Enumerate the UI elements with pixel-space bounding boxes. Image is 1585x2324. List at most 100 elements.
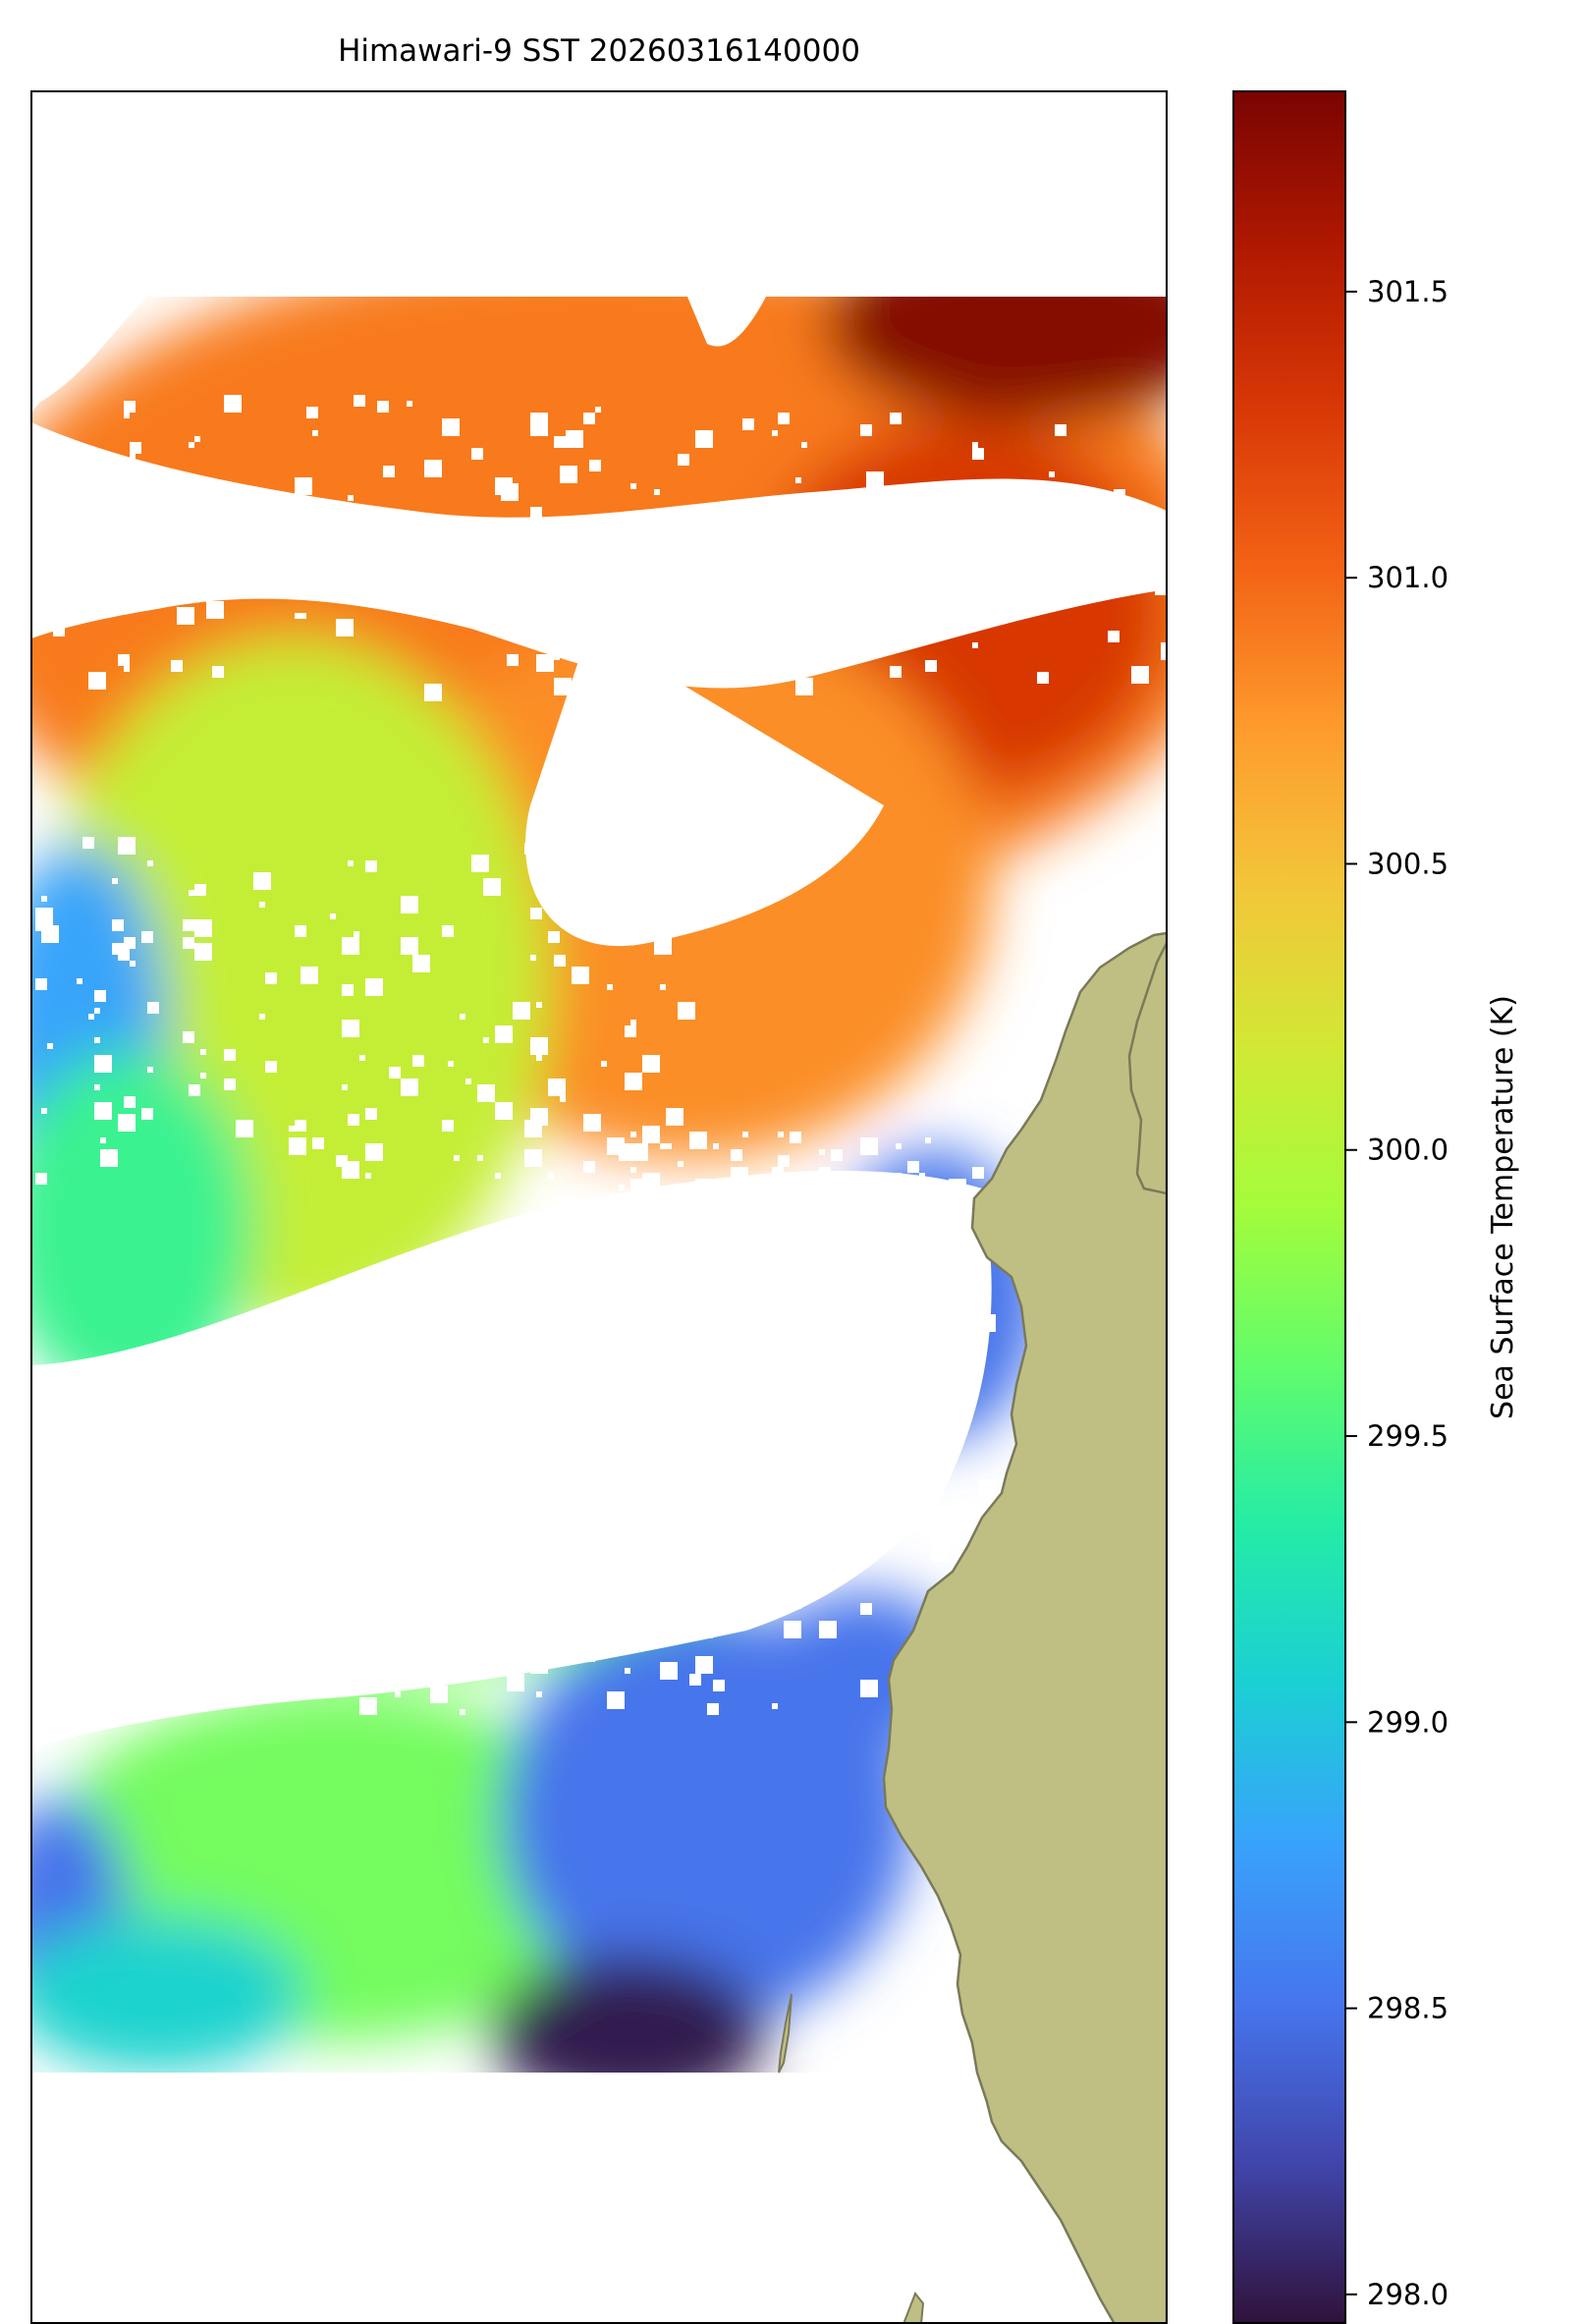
cloud-pixel (913, 1485, 925, 1497)
cloud-pixel (35, 978, 47, 990)
cloud-pixel (607, 1691, 625, 1709)
cloud-pixel (554, 648, 560, 654)
land-mass (882, 931, 1167, 2323)
cloud-pixel (536, 1055, 542, 1061)
cloud-pixel (283, 507, 289, 513)
cloud-pixel (978, 1314, 996, 1332)
cloud-pixel (648, 1273, 660, 1285)
cloud-pixel (171, 525, 189, 542)
sst-map (31, 91, 1167, 2323)
cloud-pixel (1125, 572, 1137, 583)
cloud-pixel (642, 1055, 660, 1073)
cloud-pixel (896, 1143, 902, 1149)
cloud-pixel (513, 1002, 530, 1020)
cloud-pixel (171, 660, 183, 672)
cloud-pixel (595, 660, 613, 678)
cloud-pixel (165, 1515, 171, 1521)
cloud-pixel (324, 572, 336, 583)
cloud-pixel (536, 1691, 542, 1697)
cloud-pixel (442, 418, 460, 436)
cloud-pixel (589, 1479, 601, 1491)
cloud-pixel (860, 1680, 878, 1697)
cloud-pixel (695, 1344, 713, 1361)
cloud-pixel (642, 1350, 648, 1356)
cloud-pixel (530, 1037, 548, 1055)
map-frame (30, 90, 1168, 2324)
cloud-pixel (707, 1491, 713, 1497)
cloud-pixel (878, 583, 890, 595)
cloud-pixel (424, 460, 442, 477)
cloud-pixel (972, 642, 978, 648)
cloud-pixel (194, 507, 212, 525)
cloud-pixel (1108, 631, 1120, 642)
cloud-pixel (153, 536, 165, 548)
cloud-pixel (289, 1579, 306, 1597)
cloud-pixel (913, 1367, 919, 1373)
colorbar-gradient (1233, 91, 1345, 2323)
cloud-pixel (530, 955, 536, 961)
cloud-pixel (430, 1503, 436, 1509)
cloud-pixel (471, 448, 483, 460)
cloud-pixel (689, 1132, 707, 1149)
cloud-pixel (412, 955, 430, 972)
cloud-pixel (731, 1167, 748, 1185)
cloud-pixel (601, 1238, 619, 1255)
cloud-pixel (183, 919, 194, 931)
cloud-pixel (560, 1096, 566, 1102)
cloud-pixel (194, 943, 212, 961)
cloud-pixel (678, 1002, 695, 1020)
cloud-pixel (94, 471, 106, 483)
cloud-pixel (860, 424, 872, 436)
cloud-pixel (59, 1562, 71, 1574)
cloud-pixel (754, 1361, 766, 1373)
cloud-pixel (412, 554, 424, 566)
cloud-pixel (41, 1621, 47, 1627)
cloud-pixel (501, 595, 513, 607)
cloud-pixel (177, 607, 194, 625)
cloud-pixel (507, 1674, 524, 1691)
cloud-pixel (118, 1627, 130, 1638)
cloud-pixel (972, 1167, 984, 1179)
cloud-pixel (365, 978, 383, 996)
cloud-pixel (648, 1297, 660, 1308)
cloud-pixel (678, 454, 689, 466)
cloud-pixel (194, 919, 212, 937)
cloud-pixel (925, 660, 937, 672)
cloud-pixel (365, 1143, 383, 1161)
cloud-pixel (907, 1515, 919, 1526)
cloud-pixel (501, 483, 519, 501)
cloud-pixel (147, 1656, 159, 1668)
cloud-pixel (124, 1096, 136, 1108)
cloud-pixel (819, 1320, 837, 1338)
cloud-pixel (289, 1137, 306, 1155)
cloud-pixel (224, 1079, 236, 1090)
cloud-pixel (807, 1350, 819, 1361)
cloud-pixel (389, 1067, 401, 1079)
cloud-pixel (1037, 530, 1043, 536)
cloud-pixel (955, 1261, 966, 1273)
cloud-pixel (666, 1208, 672, 1214)
cloud-pixel (630, 483, 636, 489)
cloud-pixel (1055, 424, 1066, 436)
cloud-pixel (884, 1173, 902, 1190)
cloud-pixel (548, 1173, 554, 1179)
cloud-pixel (359, 1644, 377, 1662)
cloud-pixel (265, 1061, 277, 1073)
cloud-pixel (41, 613, 53, 625)
cloud-pixel (1155, 589, 1161, 595)
cloud-pixel (843, 1185, 860, 1202)
colorbar-frame (1232, 90, 1346, 2324)
cloud-pixel (589, 1656, 595, 1662)
cloud-pixel (501, 542, 519, 560)
cloud-pixel (253, 872, 271, 890)
cloud-pixel (460, 1562, 465, 1568)
cloud-pixel (306, 1497, 324, 1515)
sst-patch (825, 297, 1167, 422)
cloud-pixel (324, 1585, 330, 1591)
cloud-pixel (465, 1521, 471, 1526)
cloud-pixel (118, 837, 136, 855)
cloud-pixel (289, 1473, 295, 1479)
cloud-pixel (896, 1367, 907, 1379)
cloud-pixel (236, 1120, 253, 1137)
cloud-pixel (884, 1314, 890, 1320)
